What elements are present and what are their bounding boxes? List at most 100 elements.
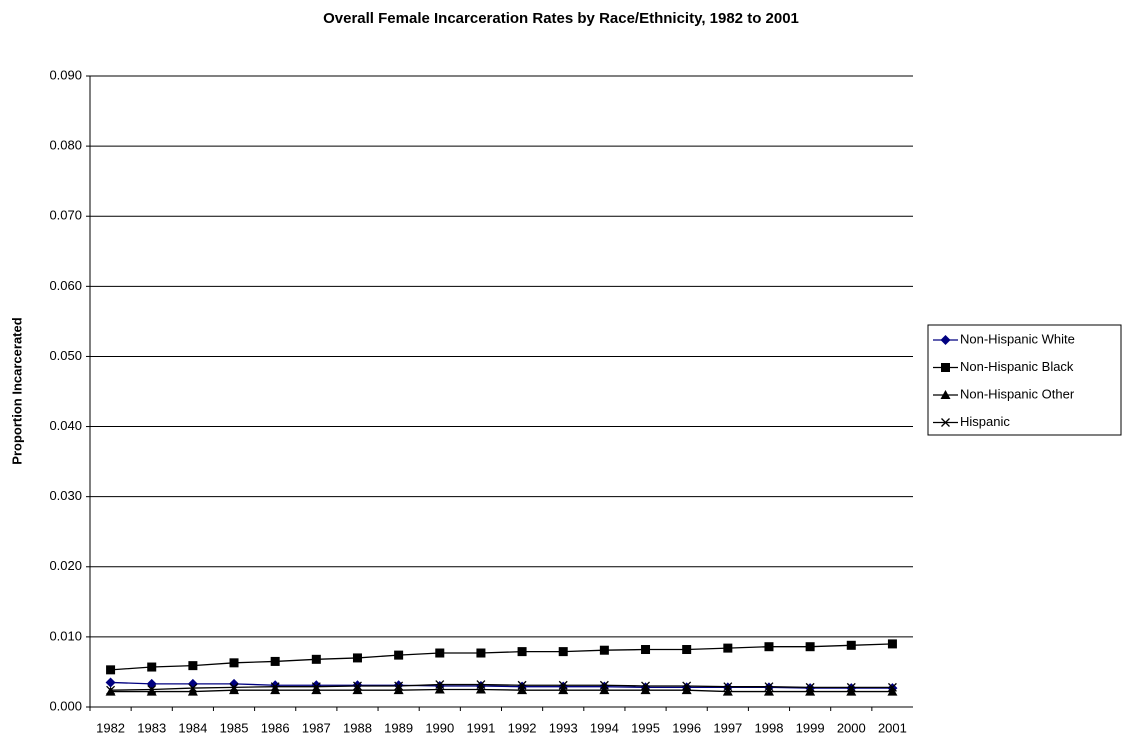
- marker: [641, 681, 650, 691]
- marker: [187, 686, 198, 696]
- series-line: [110, 688, 893, 693]
- marker: [188, 661, 198, 671]
- marker: [681, 685, 692, 695]
- marker: [764, 642, 774, 652]
- marker: [764, 682, 774, 692]
- x-tick-label: 1988: [343, 720, 372, 735]
- marker: [476, 648, 486, 658]
- marker: [805, 642, 815, 652]
- marker: [599, 680, 609, 690]
- marker: [846, 640, 856, 650]
- y-axis-label: Proportion Incarcerated: [9, 317, 24, 464]
- marker: [941, 418, 950, 427]
- x-tick-label: 1998: [755, 720, 784, 735]
- marker: [394, 681, 404, 691]
- marker: [682, 645, 692, 655]
- marker: [311, 654, 321, 664]
- x-tick-label: 1987: [302, 720, 331, 735]
- marker: [940, 390, 951, 399]
- y-tick-label: 0.060: [49, 278, 82, 293]
- marker: [846, 682, 856, 692]
- marker: [517, 680, 527, 690]
- marker: [188, 683, 198, 693]
- x-tick-label: 1995: [631, 720, 660, 735]
- marker: [435, 680, 445, 690]
- marker: [353, 681, 362, 691]
- legend-label: Non-Hispanic White: [960, 331, 1075, 346]
- marker: [723, 643, 733, 653]
- marker: [805, 686, 816, 696]
- marker: [435, 648, 445, 658]
- x-tick-label: 1983: [137, 720, 166, 735]
- marker: [846, 686, 857, 696]
- marker: [229, 658, 239, 668]
- marker: [311, 682, 321, 692]
- marker: [941, 363, 950, 372]
- marker: [352, 685, 363, 695]
- marker: [940, 335, 951, 345]
- marker: [146, 686, 157, 696]
- marker: [641, 645, 651, 655]
- marker: [723, 682, 733, 692]
- y-tick-label: 0.090: [49, 67, 82, 82]
- x-tick-label: 1996: [672, 720, 701, 735]
- marker: [105, 677, 116, 688]
- marker: [763, 686, 774, 696]
- marker: [558, 680, 568, 690]
- series-line: [110, 683, 893, 691]
- x-tick-label: 1986: [261, 720, 290, 735]
- y-tick-label: 0.070: [49, 208, 82, 223]
- marker: [352, 653, 362, 663]
- marker: [270, 656, 280, 666]
- x-tick-label: 1985: [220, 720, 249, 735]
- marker: [229, 682, 239, 692]
- marker: [558, 647, 568, 657]
- marker: [517, 685, 528, 695]
- x-tick-label: 2000: [837, 720, 866, 735]
- marker: [311, 685, 322, 695]
- y-tick-label: 0.040: [49, 418, 82, 433]
- x-tick-label: 1993: [549, 720, 578, 735]
- marker: [229, 685, 240, 695]
- marker: [475, 684, 486, 694]
- series-line: [110, 643, 893, 671]
- legend-label: Hispanic: [960, 414, 1010, 429]
- y-tick-label: 0.000: [49, 698, 82, 713]
- marker: [887, 686, 898, 696]
- marker: [147, 662, 157, 672]
- marker: [229, 678, 240, 689]
- y-tick-label: 0.050: [49, 348, 82, 363]
- marker: [805, 682, 815, 692]
- marker: [393, 685, 404, 695]
- y-tick-label: 0.020: [49, 558, 82, 573]
- y-tick-label: 0.080: [49, 138, 82, 153]
- x-tick-label: 1989: [384, 720, 413, 735]
- legend-label: Non-Hispanic Black: [960, 359, 1074, 374]
- x-tick-label: 1991: [466, 720, 495, 735]
- x-tick-label: 1994: [590, 720, 619, 735]
- x-tick-label: 1982: [96, 720, 125, 735]
- marker: [887, 682, 897, 692]
- marker: [270, 682, 280, 692]
- marker: [394, 650, 404, 660]
- marker: [270, 685, 281, 695]
- marker: [640, 685, 651, 695]
- legend-box: [927, 324, 1122, 436]
- x-tick-label: 1992: [508, 720, 537, 735]
- marker: [682, 681, 692, 691]
- y-tick-label: 0.010: [49, 628, 82, 643]
- x-tick-label: 1984: [178, 720, 207, 735]
- marker: [599, 645, 609, 655]
- marker: [147, 685, 157, 694]
- marker: [599, 685, 610, 695]
- x-tick-label: 1999: [796, 720, 825, 735]
- marker: [434, 684, 445, 694]
- marker: [722, 686, 733, 696]
- marker: [558, 685, 569, 695]
- marker: [106, 685, 116, 695]
- x-tick-label: 1997: [713, 720, 742, 735]
- marker: [106, 665, 116, 675]
- legend-label: Non-Hispanic Other: [960, 386, 1075, 401]
